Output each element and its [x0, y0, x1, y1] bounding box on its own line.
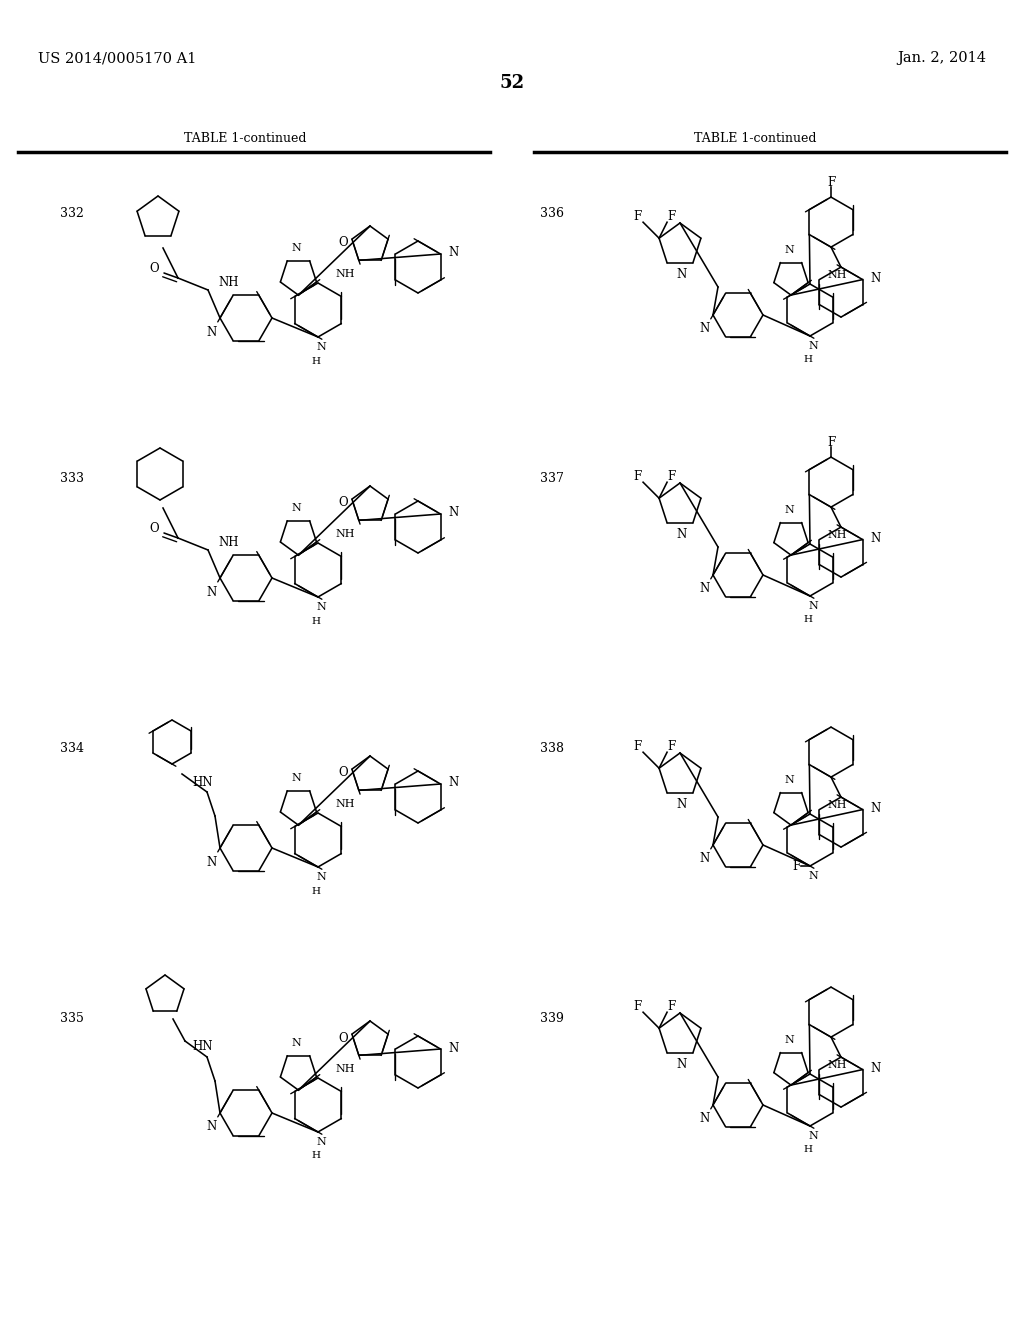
Text: NH: NH	[827, 1060, 847, 1071]
Text: N: N	[784, 506, 794, 515]
Text: N: N	[870, 1061, 881, 1074]
Text: F: F	[633, 999, 641, 1012]
Text: O: O	[338, 496, 348, 510]
Text: N: N	[699, 853, 710, 866]
Text: TABLE 1-continued: TABLE 1-continued	[183, 132, 306, 144]
Text: 52: 52	[500, 74, 524, 92]
Text: 332: 332	[60, 207, 84, 220]
Text: NH: NH	[827, 800, 847, 810]
Text: H: H	[804, 1146, 812, 1155]
Text: N: N	[808, 341, 818, 351]
Text: Jan. 2, 2014: Jan. 2, 2014	[897, 51, 986, 65]
Text: NH: NH	[218, 536, 239, 549]
Text: H: H	[804, 355, 812, 364]
Text: 334: 334	[60, 742, 84, 755]
Text: H: H	[311, 356, 321, 366]
Text: TABLE 1-continued: TABLE 1-continued	[693, 132, 816, 144]
Text: 339: 339	[540, 1012, 564, 1026]
Text: NH: NH	[218, 276, 239, 289]
Text: N: N	[808, 1131, 818, 1140]
Text: F: F	[826, 176, 836, 189]
Text: N: N	[677, 799, 687, 812]
Text: 337: 337	[540, 473, 564, 484]
Text: US 2014/0005170 A1: US 2014/0005170 A1	[38, 51, 197, 65]
Text: N: N	[677, 268, 687, 281]
Text: N: N	[292, 503, 301, 513]
Text: NH: NH	[827, 271, 847, 280]
Text: HN: HN	[193, 1040, 213, 1053]
Text: N: N	[808, 601, 818, 611]
Text: N: N	[207, 1121, 217, 1134]
Text: N: N	[292, 1038, 301, 1048]
Text: O: O	[150, 263, 159, 276]
Text: N: N	[784, 775, 794, 785]
Text: H: H	[311, 887, 321, 895]
Text: N: N	[677, 1059, 687, 1072]
Text: O: O	[338, 236, 348, 249]
Text: N: N	[207, 326, 217, 338]
Text: H: H	[804, 615, 812, 624]
Text: NH: NH	[336, 799, 355, 809]
Text: N: N	[808, 871, 818, 880]
Text: NH: NH	[336, 529, 355, 539]
Text: HN: HN	[193, 776, 213, 788]
Text: F: F	[633, 470, 641, 483]
Text: F: F	[667, 470, 675, 483]
Text: N: N	[292, 243, 301, 253]
Text: N: N	[449, 1041, 459, 1055]
Text: N: N	[292, 774, 301, 783]
Text: N: N	[870, 272, 881, 285]
Text: H: H	[311, 616, 321, 626]
Text: N: N	[316, 342, 326, 352]
Text: F: F	[667, 999, 675, 1012]
Text: F: F	[667, 739, 675, 752]
Text: O: O	[338, 1031, 348, 1044]
Text: N: N	[699, 582, 710, 595]
Text: N: N	[784, 1035, 794, 1045]
Text: F: F	[826, 436, 836, 449]
Text: N: N	[207, 586, 217, 598]
Text: F: F	[633, 739, 641, 752]
Text: N: N	[699, 1113, 710, 1126]
Text: N: N	[870, 801, 881, 814]
Text: O: O	[150, 523, 159, 536]
Text: N: N	[449, 247, 459, 260]
Text: N: N	[784, 246, 794, 255]
Text: F: F	[667, 210, 675, 223]
Text: NH: NH	[336, 269, 355, 279]
Text: NH: NH	[336, 1064, 355, 1074]
Text: N: N	[316, 602, 326, 612]
Text: N: N	[449, 776, 459, 789]
Text: N: N	[207, 855, 217, 869]
Text: N: N	[677, 528, 687, 541]
Text: F: F	[633, 210, 641, 223]
Text: N: N	[449, 507, 459, 520]
Text: N: N	[316, 1137, 326, 1147]
Text: O: O	[338, 767, 348, 780]
Text: H: H	[311, 1151, 321, 1160]
Text: 335: 335	[60, 1012, 84, 1026]
Text: 338: 338	[540, 742, 564, 755]
Text: N: N	[699, 322, 710, 335]
Text: F: F	[792, 859, 800, 873]
Text: NH: NH	[827, 531, 847, 540]
Text: N: N	[316, 873, 326, 882]
Text: 333: 333	[60, 473, 84, 484]
Text: 336: 336	[540, 207, 564, 220]
Text: N: N	[870, 532, 881, 545]
